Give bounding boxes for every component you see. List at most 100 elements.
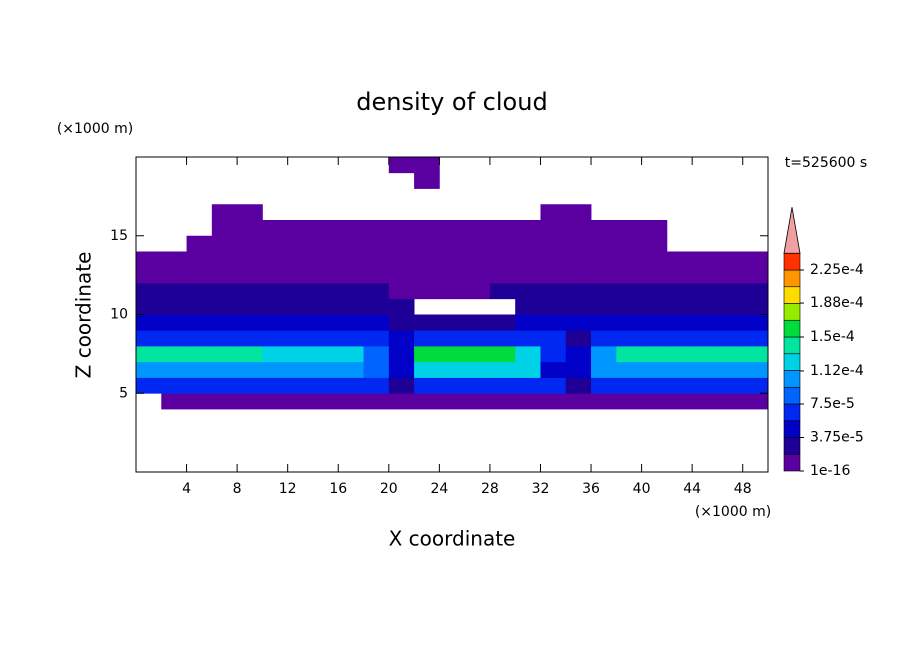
contour-cell	[312, 346, 339, 363]
contour-cell	[186, 393, 213, 410]
contour-cell	[489, 346, 516, 363]
x-tick-label: 48	[734, 481, 752, 497]
x-tick-label: 16	[329, 481, 347, 497]
colorbar-box	[783, 353, 801, 371]
contour-cell	[464, 361, 491, 378]
contour-cell	[136, 314, 162, 331]
contour-cell	[591, 393, 617, 410]
contour-cell	[136, 361, 162, 378]
y-tick-label: 15	[110, 228, 128, 244]
contour-cell	[515, 283, 541, 300]
colorbar-tick-label: 1.12e-4	[810, 363, 864, 379]
contour-cell	[742, 267, 769, 284]
contour-cell	[439, 314, 466, 331]
contour-cell	[186, 361, 213, 378]
contour-cell	[742, 361, 769, 378]
contour-cell	[363, 235, 390, 252]
contour-cell	[338, 235, 364, 252]
contour-cell	[287, 298, 314, 315]
contour-cell	[363, 346, 390, 363]
contour-cell	[515, 298, 541, 315]
contour-cell	[136, 283, 162, 300]
colorbar-box	[783, 269, 801, 288]
contour-cell	[540, 314, 567, 331]
contour-cell	[717, 283, 744, 300]
x-tick-label: 28	[481, 481, 499, 497]
contour-cell	[312, 361, 339, 378]
contour-cell	[312, 283, 339, 300]
contour-cell	[211, 220, 238, 237]
contour-cell	[742, 393, 769, 410]
contour-cell	[439, 251, 466, 268]
contour-cell	[515, 361, 541, 378]
colorbar-box	[783, 319, 801, 338]
contour-cell	[136, 377, 162, 394]
contour-cell	[388, 267, 415, 284]
contour-cell	[540, 377, 567, 394]
contour-cell	[211, 314, 238, 331]
contour-cell	[692, 330, 718, 347]
contour-cell	[616, 267, 642, 284]
x-tick-label: 24	[430, 481, 448, 497]
contour-cell	[237, 220, 263, 237]
contour-cell	[540, 220, 567, 237]
contour-cell	[565, 361, 592, 378]
x-tick-label: 32	[532, 481, 550, 497]
contour-cell	[237, 283, 263, 300]
contour-cell	[262, 377, 289, 394]
contour-cell	[262, 298, 289, 315]
contour-cell	[388, 235, 415, 252]
contour-cell	[666, 251, 693, 268]
contour-cell	[565, 283, 592, 300]
contour-cell	[414, 361, 440, 378]
contour-cell	[439, 283, 466, 300]
contour-cell	[161, 283, 187, 300]
contour-cell	[540, 267, 567, 284]
x-unit: (×1000 m)	[695, 504, 771, 520]
contour-cell	[540, 346, 567, 363]
contour-cell	[641, 235, 668, 252]
contour-cell	[287, 393, 314, 410]
contour-cell	[717, 330, 744, 347]
contour-cell	[211, 283, 238, 300]
contour-cell	[742, 377, 769, 394]
contour-cell	[692, 283, 718, 300]
contour-cell	[666, 314, 693, 331]
contour-cell	[287, 267, 314, 284]
contour-cell	[591, 251, 617, 268]
contour-cell	[363, 361, 390, 378]
contour-cell	[591, 267, 617, 284]
contour-cell	[591, 330, 617, 347]
contour-cell	[312, 377, 339, 394]
contour-cell	[540, 330, 567, 347]
contour-cell	[439, 220, 466, 237]
contour-cell	[515, 267, 541, 284]
contour-cell	[262, 267, 289, 284]
contour-cell	[666, 377, 693, 394]
contour-cell	[262, 283, 289, 300]
contour-cell	[439, 330, 466, 347]
contour-cell	[439, 267, 466, 284]
contour-cell	[136, 298, 162, 315]
contour-cell	[338, 251, 364, 268]
contour-cell	[414, 157, 440, 174]
x-tick-label: 36	[582, 481, 600, 497]
contour-cell	[540, 361, 567, 378]
x-tick-label: 12	[279, 481, 297, 497]
contour-cell	[312, 330, 339, 347]
contour-cell	[565, 377, 592, 394]
contour-cell	[186, 298, 213, 315]
x-tick-label: 44	[683, 481, 701, 497]
contour-cell	[666, 393, 693, 410]
contour-cell	[489, 330, 516, 347]
contour-cell	[388, 314, 415, 331]
contour-cell	[692, 377, 718, 394]
contour-cell	[489, 393, 516, 410]
contour-cell	[489, 251, 516, 268]
contour-cell	[540, 204, 567, 221]
contour-cell	[641, 346, 668, 363]
contour-cell	[414, 235, 440, 252]
contour-cell	[641, 283, 668, 300]
contour-cell	[591, 283, 617, 300]
contour-cell	[565, 393, 592, 410]
